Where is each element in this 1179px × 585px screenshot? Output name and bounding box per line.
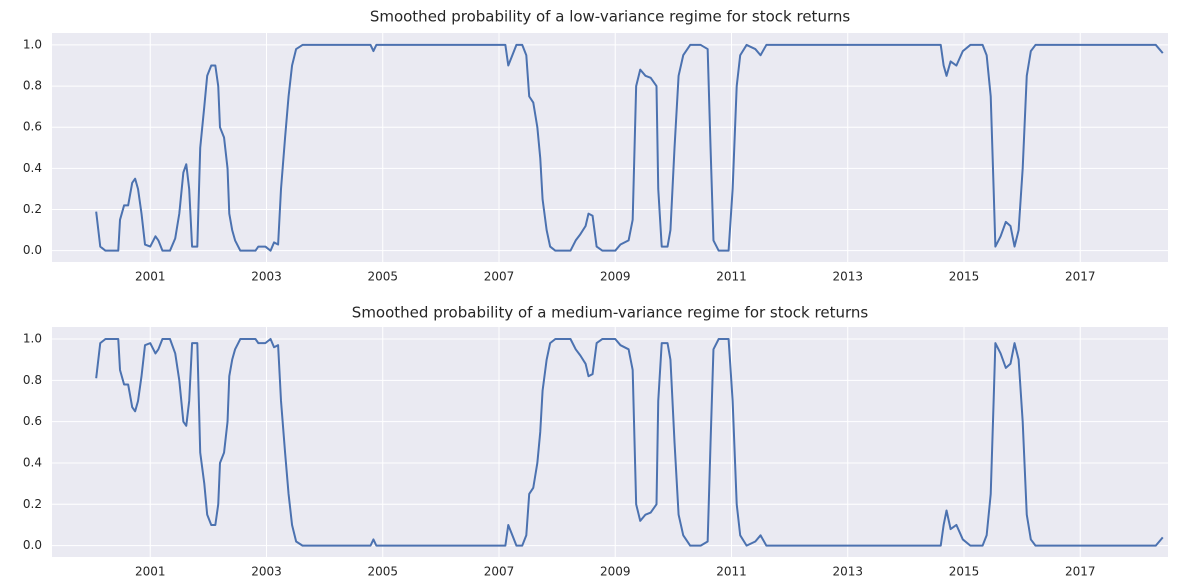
x-tick-label: 2013: [832, 565, 863, 579]
chart-title: Smoothed probability of a low-variance r…: [370, 8, 851, 26]
x-tick-label: 2011: [716, 270, 747, 284]
x-tick-label: 2003: [251, 565, 282, 579]
y-tick-label: 0.4: [23, 455, 42, 469]
y-tick-label: 0.8: [23, 373, 42, 387]
x-tick-label: 2011: [716, 565, 747, 579]
x-tick-label: 2017: [1065, 270, 1096, 284]
plot-area: [52, 327, 1168, 557]
x-tick-label: 2001: [135, 565, 166, 579]
y-tick-label: 0.2: [23, 202, 42, 216]
x-tick-label: 2007: [484, 565, 515, 579]
series-line: [95, 43, 1164, 252]
y-tick-label: 0.6: [23, 120, 42, 134]
y-tick-label: 1.0: [23, 331, 42, 345]
y-tick-label: 0.0: [23, 538, 42, 552]
x-tick-label: 2001: [135, 270, 166, 284]
y-tick-label: 0.6: [23, 414, 42, 428]
x-tick-label: 2013: [832, 270, 863, 284]
chart-title: Smoothed probability of a medium-varianc…: [352, 304, 869, 322]
x-tick-label: 2009: [600, 565, 631, 579]
y-tick-label: 1.0: [23, 37, 42, 51]
y-tick-label: 0.8: [23, 79, 42, 93]
x-tick-label: 2005: [367, 270, 398, 284]
x-tick-label: 2003: [251, 270, 282, 284]
x-tick-label: 2009: [600, 270, 631, 284]
x-tick-label: 2015: [949, 565, 980, 579]
y-tick-label: 0.4: [23, 161, 42, 175]
series-line: [95, 337, 1164, 547]
x-tick-label: 2015: [949, 270, 980, 284]
x-tick-label: 2005: [367, 565, 398, 579]
x-tick-label: 2017: [1065, 565, 1096, 579]
y-tick-label: 0.0: [23, 243, 42, 257]
x-tick-label: 2007: [484, 270, 515, 284]
y-tick-label: 0.2: [23, 497, 42, 511]
plot-area: [52, 33, 1168, 262]
